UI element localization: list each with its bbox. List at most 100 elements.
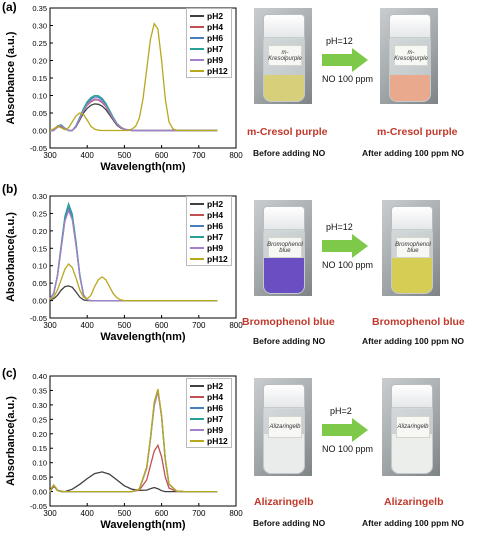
vial-body: Bromophenol blue [263,228,305,295]
legend-swatch [190,58,204,61]
legend-swatch [190,202,204,205]
legend-label: pH6 [207,32,224,43]
x-tick-label: 400 [81,509,95,518]
vial-liquid [264,74,304,102]
vial-body: m-Kresolpurple [389,36,431,103]
legend-item-ph9: pH9 [190,242,228,253]
y-tick-label: 0.35 [32,4,47,13]
y-axis-label: Absorbance(a.u.) [5,212,17,302]
legend-label: pH2 [207,198,224,209]
legend-swatch [190,406,204,409]
y-tick-label: 0.15 [32,444,47,453]
series-line-ph2 [49,471,218,493]
dye-name-before: Alizaringelb [254,496,314,508]
absorbance-chart-a: -0.05 0.00 0.05 0.10 0.15 0.20 0.25 0.30 0.35 300… [5,4,243,173]
no-concentration-label: NO 100 ppm [322,444,374,454]
vial-body: Bromophenol blue [391,228,433,295]
legend-swatch [190,395,204,398]
series-line-ph9 [50,98,218,132]
legend-label: pH4 [207,391,224,402]
vial-label: Bromophenol blue [395,237,431,259]
series-line-ph4 [49,443,218,493]
x-tick-label: 500 [118,509,132,518]
y-tick-label: 0.25 [32,39,47,48]
panel-label: (a) [2,0,17,14]
x-tick-label: 800 [229,321,243,330]
vial-photo-before-a: m-Kresolpurple [254,8,312,104]
y-tick-label: 0.20 [32,57,47,66]
ph-label: pH=12 [326,222,353,232]
vial-cap [390,205,434,231]
vial-label: m-Kresolpurple [268,45,302,67]
arrow-icon [322,48,368,72]
x-tick-label: 400 [81,321,95,330]
vial-photo-after-a: m-Kresolpurple [380,8,438,104]
legend-swatch [190,235,204,238]
after-caption: After adding 100 ppm NO [362,518,465,528]
vial-cap [390,383,434,410]
legend-label: pH9 [207,424,224,435]
dye-name-before: Bromophenol blue [242,316,335,328]
no-concentration-label: NO 100 ppm [322,74,374,84]
legend-item-ph6: pH6 [190,32,228,43]
y-tick-label: 0.10 [32,92,47,101]
vial-cap [388,13,432,39]
legend-label: pH4 [207,21,224,32]
x-tick-label: 500 [118,321,132,330]
vial-label: Bromophenol blue [267,237,303,259]
series-line-ph6 [50,96,218,132]
after-caption: After adding 100 ppm NO [362,336,465,346]
y-tick-label: 0.05 [32,473,47,482]
legend-swatch [190,69,204,72]
series-line-ph2 [49,285,218,302]
series-line-ph7 [50,94,218,132]
y-tick-label: 0.30 [32,192,47,201]
y-tick-label: 0.05 [32,109,47,118]
x-tick-label: 800 [229,509,243,518]
y-tick-label: 0.15 [32,244,47,253]
y-tick-label: 0.00 [32,127,47,136]
legend-swatch [190,439,204,442]
legend-label: pH6 [207,402,224,413]
series-line-ph12 [49,388,218,493]
vial-photo-after-c: Alizaringelb [382,378,440,476]
legend-swatch [190,47,204,50]
y-tick-label: 0.20 [32,430,47,439]
legend-item-ph12: pH12 [190,253,228,264]
ph-label: pH=12 [326,36,353,46]
dye-name-after: Bromophenol blue [372,316,465,328]
x-tick-label: 600 [155,509,169,518]
ph-label: pH=2 [330,406,352,416]
legend-swatch [190,417,204,420]
absorbance-chart-b: -0.05 0.00 0.05 0.10 0.15 0.20 0.25 0.30 300 400 5… [5,192,243,343]
legend-swatch [190,213,204,216]
legend-a: pH2 pH4 pH6 pH7 pH9 pH12 [186,8,232,78]
legend-item-ph4: pH4 [190,21,228,32]
y-tick-label: -0.05 [30,314,47,323]
legend-label: pH4 [207,209,224,220]
dye-name-after: Alizaringelb [384,496,444,508]
legend-label: pH12 [207,65,228,76]
legend-b: pH2 pH4 pH6 pH7 pH9 pH12 [186,196,232,266]
legend-item-ph2: pH2 [190,198,228,209]
x-axis-label: Wavelength(nm) [100,161,185,173]
y-tick-label: 0.10 [32,262,47,271]
vial-photo-before-b: Bromophenol blue [254,200,312,296]
vial-body: Alizaringelb [391,407,433,475]
vial-cap [262,383,306,410]
x-tick-label: 400 [81,151,95,160]
vial-photo-after-b: Bromophenol blue [382,200,440,296]
plot-frame [49,375,237,507]
legend-item-ph2: pH2 [190,10,228,21]
vial-label: m-Kresolpurple [394,45,428,67]
no-concentration-label: NO 100 ppm [322,260,374,270]
y-tick-label: 0.25 [32,415,47,424]
panel-c: (c) -0.05 0.00 0.05 0.10 0.15 0.20 0.25 0.30 0.3… [0,366,482,550]
legend-swatch [190,14,204,17]
legend-item-ph12: pH12 [190,65,228,76]
legend-swatch [190,246,204,249]
legend-item-ph12: pH12 [190,435,228,446]
y-tick-label: 0.00 [32,297,47,306]
y-tick-label: 0.05 [32,279,47,288]
vial-label: Alizaringelb [268,416,302,438]
